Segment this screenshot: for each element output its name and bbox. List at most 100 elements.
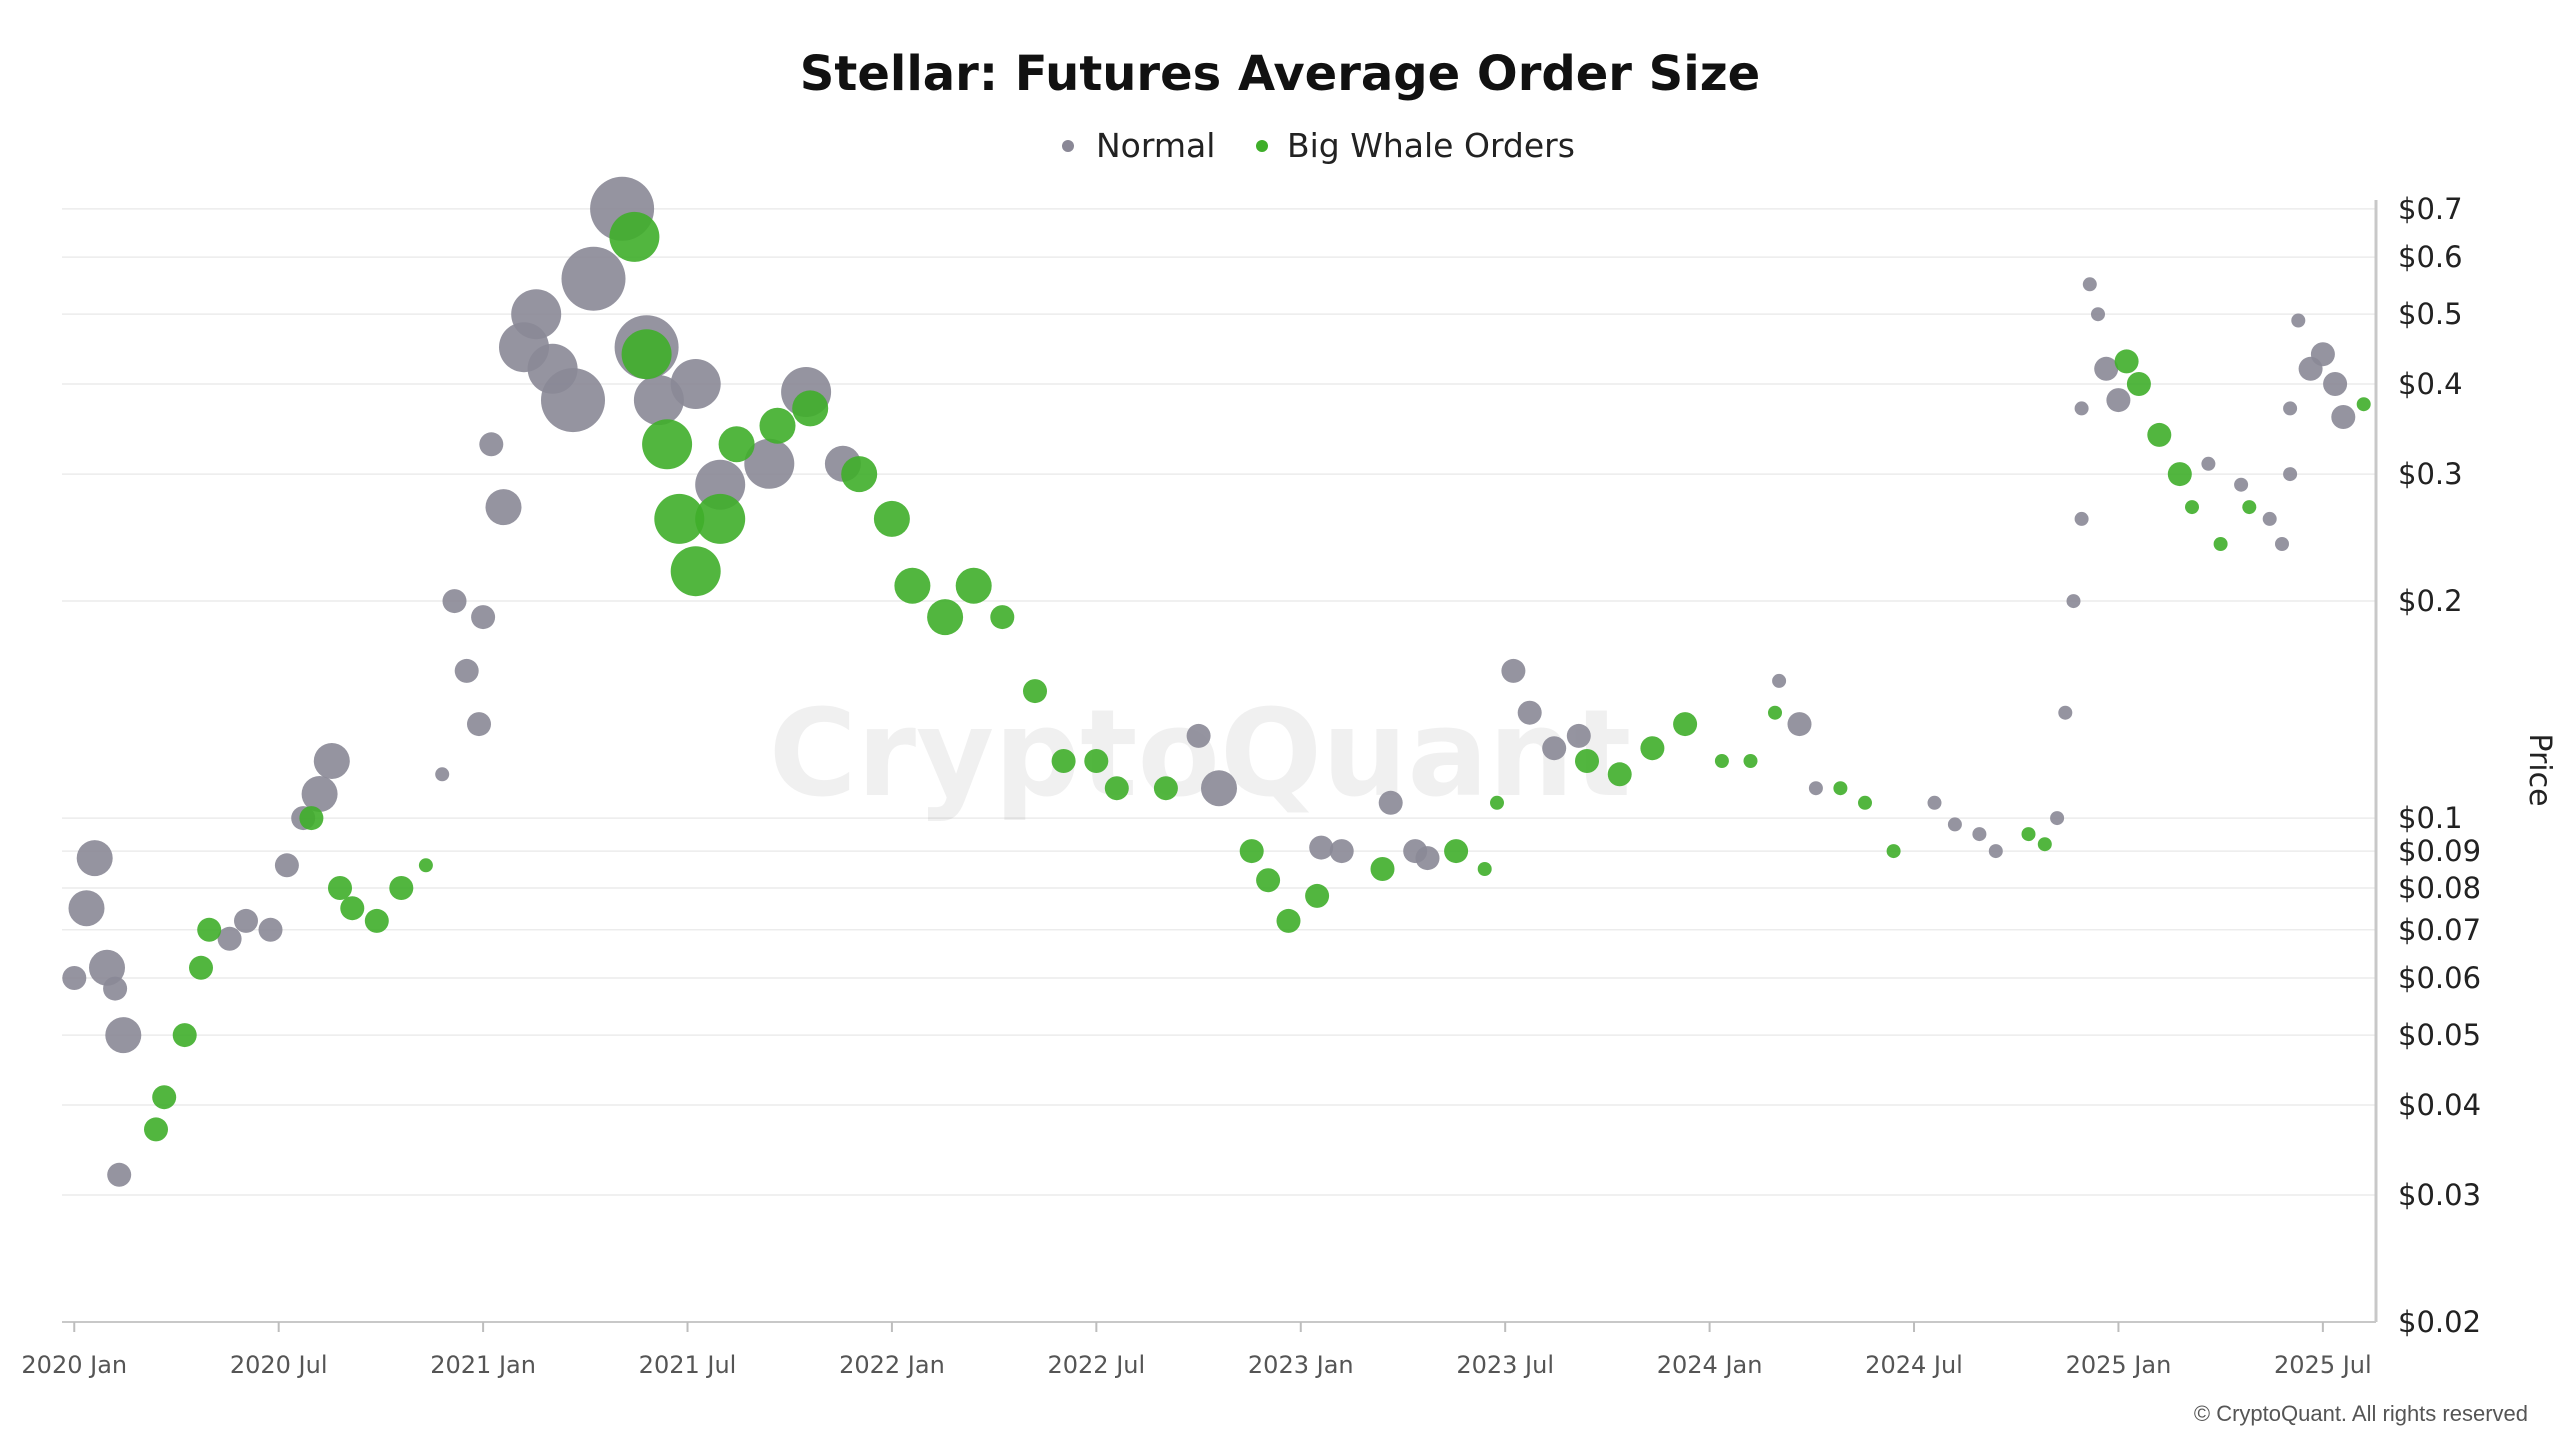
point-big-whale-orders — [1575, 749, 1599, 773]
point-normal — [1501, 658, 1526, 683]
point-big-whale-orders — [2037, 837, 2052, 852]
point-normal — [2058, 705, 2073, 720]
point-normal — [1772, 673, 1787, 688]
point-normal — [511, 289, 562, 340]
point-normal — [313, 743, 350, 779]
point-big-whale-orders — [197, 917, 222, 942]
point-normal — [1378, 790, 1403, 815]
point-big-whale-orders — [1858, 795, 1872, 810]
point-normal — [258, 917, 283, 942]
point-big-whale-orders — [1768, 705, 1782, 720]
y-tick-label: $0.1 — [2398, 801, 2463, 835]
y-tick-label: $0.2 — [2398, 584, 2463, 618]
point-big-whale-orders — [144, 1117, 168, 1142]
point-big-whale-orders — [2167, 462, 2192, 487]
point-big-whale-orders — [2356, 397, 2371, 412]
y-tick-label: $0.04 — [2398, 1088, 2481, 1122]
x-tick-label: 2021 Jan — [430, 1351, 536, 1379]
point-big-whale-orders — [1084, 749, 1109, 773]
point-big-whale-orders — [389, 876, 414, 900]
point-big-whale-orders — [2242, 500, 2257, 515]
point-normal — [744, 438, 795, 489]
point-normal — [2310, 342, 2335, 367]
point-normal — [1972, 827, 1987, 842]
point-normal — [217, 926, 242, 951]
x-tick-label: 2024 Jul — [1865, 1351, 1963, 1379]
point-big-whale-orders — [189, 955, 213, 980]
point-big-whale-orders — [1023, 679, 1047, 704]
point-normal — [1566, 723, 1591, 748]
point-normal — [301, 776, 338, 812]
point-big-whale-orders — [695, 493, 746, 544]
point-big-whale-orders — [1833, 781, 1848, 796]
point-normal — [2094, 356, 2119, 381]
y-tick-label: $0.05 — [2398, 1018, 2481, 1052]
point-normal — [2201, 456, 2216, 471]
point-big-whale-orders — [1444, 839, 1469, 864]
point-big-whale-orders — [152, 1085, 177, 1110]
point-normal — [2074, 511, 2089, 526]
point-big-whale-orders — [1370, 857, 1395, 881]
watermark: CryptoQuant — [769, 685, 1631, 824]
y-tick-label: $0.02 — [2398, 1305, 2481, 1339]
point-big-whale-orders — [1305, 883, 1330, 908]
point-normal — [1186, 723, 1211, 748]
legend-whale-marker — [1256, 140, 1268, 152]
x-tick-label: 2023 Jan — [1248, 1351, 1354, 1379]
point-big-whale-orders — [955, 567, 992, 604]
legend-normal-marker — [1062, 140, 1074, 152]
point-big-whale-orders — [2126, 372, 2151, 396]
legend-item-normal[interactable]: Normal — [1062, 126, 1215, 165]
point-big-whale-orders — [718, 426, 755, 463]
point-normal — [2082, 277, 2097, 292]
point-normal — [76, 840, 113, 877]
point-normal — [1309, 835, 1334, 860]
y-tick-label: $0.08 — [2398, 871, 2481, 905]
y-tick-label: $0.3 — [2398, 457, 2463, 491]
point-big-whale-orders — [609, 211, 660, 262]
x-tick-label: 2024 Jan — [1657, 1351, 1763, 1379]
point-big-whale-orders — [759, 407, 796, 444]
point-big-whale-orders — [2147, 422, 2172, 447]
point-big-whale-orders — [2021, 827, 2036, 842]
point-normal — [454, 658, 479, 683]
point-normal — [107, 1162, 132, 1187]
point-big-whale-orders — [841, 456, 878, 493]
y-tick-label: $0.4 — [2398, 367, 2463, 401]
point-big-whale-orders — [299, 806, 324, 831]
point-normal — [1988, 844, 2003, 859]
point-normal — [2262, 511, 2277, 526]
x-tick-label: 2021 Jul — [639, 1351, 737, 1379]
point-big-whale-orders — [670, 546, 721, 597]
y-tick-label: $0.03 — [2398, 1178, 2481, 1212]
point-normal — [485, 489, 522, 526]
point-normal — [2323, 372, 2348, 396]
y-tick-label: $0.09 — [2398, 834, 2481, 868]
point-big-whale-orders — [1051, 749, 1076, 773]
point-big-whale-orders — [792, 390, 829, 427]
chart-title: Stellar: Futures Average Order Size — [800, 46, 1760, 102]
legend-whale-label: Big Whale Orders — [1287, 126, 1575, 165]
point-big-whale-orders — [1239, 839, 1264, 864]
point-normal — [62, 966, 87, 990]
point-normal — [442, 589, 467, 614]
point-normal — [1329, 839, 1354, 864]
x-tick-label: 2025 Jul — [2274, 1351, 2372, 1379]
copyright-credit: © CryptoQuant. All rights reserved — [2194, 1401, 2528, 1426]
y-tick-label: $0.7 — [2398, 192, 2463, 226]
point-normal — [1415, 846, 1440, 871]
point-big-whale-orders — [990, 605, 1015, 630]
legend-item-big-whale-orders[interactable]: Big Whale Orders — [1256, 126, 1575, 165]
point-normal — [68, 890, 105, 927]
point-normal — [2331, 405, 2356, 429]
point-big-whale-orders — [2185, 500, 2199, 515]
point-normal — [2066, 594, 2081, 609]
legend-normal-label: Normal — [1096, 126, 1215, 165]
point-big-whale-orders — [2213, 537, 2228, 551]
point-normal — [105, 1017, 142, 1054]
point-big-whale-orders — [1477, 862, 1492, 876]
point-big-whale-orders — [642, 419, 693, 470]
point-normal — [1201, 770, 1237, 807]
point-normal — [2106, 388, 2131, 413]
point-big-whale-orders — [1743, 754, 1758, 768]
